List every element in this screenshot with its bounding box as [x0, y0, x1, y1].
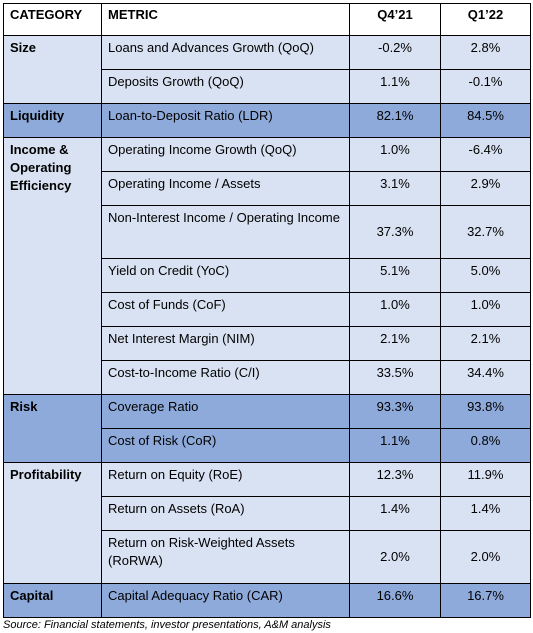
q1-22-value: 0.8%: [440, 428, 531, 463]
header-metric: METRIC: [101, 3, 350, 36]
source-note: Source: Financial statements, investor p…: [3, 619, 331, 631]
q4-21-value: 1.1%: [349, 69, 441, 104]
metric-label: Return on Equity (RoE): [101, 462, 350, 497]
q1-22-value: 11.9%: [440, 462, 531, 497]
table-row: Cost of Risk (CoR) 1.1% 0.8%: [4, 428, 531, 463]
table-row: Profitability Return on Equity (RoE) 12.…: [3, 462, 531, 584]
metric-label: Non-Interest Income / Operating Income: [101, 205, 350, 259]
header-q1-22: Q1’22: [440, 3, 531, 36]
q4-21-value: 12.3%: [349, 462, 441, 497]
header-q4-21: Q4’21: [349, 3, 441, 36]
q4-21-value: 16.6%: [349, 583, 441, 618]
metric-label: Net Interest Margin (NIM): [101, 326, 350, 361]
table-row: Return on Assets (RoA) 1.4% 1.4%: [4, 496, 531, 531]
table-row: Cost of Funds (CoF) 1.0% 1.0%: [4, 292, 531, 327]
q4-21-value: 3.1%: [349, 171, 441, 206]
q1-22-value: 93.8%: [440, 394, 531, 429]
metric-label: Deposits Growth (QoQ): [101, 69, 350, 104]
table-row: Capital Capital Adequacy Ratio (CAR) 16.…: [3, 583, 531, 618]
q4-21-value: 93.3%: [349, 394, 441, 429]
category-capital: Capital: [3, 583, 102, 618]
table-row: Non-Interest Income / Operating Income 3…: [4, 205, 531, 259]
q4-21-value: 1.1%: [349, 428, 441, 463]
metric-label: Cost of Risk (CoR): [101, 428, 350, 463]
category-liquidity: Liquidity: [3, 103, 102, 138]
q1-22-value: 16.7%: [440, 583, 531, 618]
category-risk: Risk: [3, 394, 102, 463]
q4-21-value: 2.1%: [349, 326, 441, 361]
metric-label: Loans and Advances Growth (QoQ): [101, 35, 350, 70]
category-profitability: Profitability: [3, 462, 102, 584]
q4-21-value: 1.0%: [349, 137, 441, 172]
table-row: Risk Coverage Ratio 93.3% 93.8%: [3, 394, 531, 463]
category-income-operating-efficiency: Income & Operating Efficiency: [3, 137, 102, 395]
q4-21-value: 2.0%: [349, 530, 441, 584]
q1-22-value: 2.8%: [440, 35, 531, 70]
q1-22-value: 2.1%: [440, 326, 531, 361]
metric-label: Cost-to-Income Ratio (C/I): [101, 360, 350, 395]
q1-22-value: 2.0%: [440, 530, 531, 584]
q4-21-value: -0.2%: [349, 35, 441, 70]
metric-label: Operating Income Growth (QoQ): [101, 137, 350, 172]
q1-22-value: 84.5%: [440, 103, 531, 138]
metric-label: Operating Income / Assets: [101, 171, 350, 206]
metrics-table: CATEGORY METRIC Q4’21 Q1’22 Size Loans a…: [3, 3, 531, 618]
q4-21-value: 82.1%: [349, 103, 441, 138]
q4-21-value: 1.4%: [349, 496, 441, 531]
q1-22-value: 1.0%: [440, 292, 531, 327]
metric-label: Capital Adequacy Ratio (CAR): [101, 583, 350, 618]
metric-label: Loan-to-Deposit Ratio (LDR): [101, 103, 350, 138]
category-size: Size: [3, 35, 102, 104]
q1-22-value: 2.9%: [440, 171, 531, 206]
q1-22-value: -6.4%: [440, 137, 531, 172]
q1-22-value: 32.7%: [440, 205, 531, 259]
table-row: Cost-to-Income Ratio (C/I) 33.5% 34.4%: [4, 360, 531, 395]
metric-label: Coverage Ratio: [101, 394, 350, 429]
q4-21-value: 37.3%: [349, 205, 441, 259]
q4-21-value: 33.5%: [349, 360, 441, 395]
table-row: Operating Income / Assets 3.1% 2.9%: [4, 171, 531, 206]
table-row: Deposits Growth (QoQ) 1.1% -0.1%: [4, 69, 531, 104]
header-category: CATEGORY: [3, 3, 102, 36]
q4-21-value: 5.1%: [349, 258, 441, 293]
table-row: Size Loans and Advances Growth (QoQ) -0.…: [3, 35, 531, 104]
table-row: Liquidity Loan-to-Deposit Ratio (LDR) 82…: [3, 103, 531, 138]
q1-22-value: -0.1%: [440, 69, 531, 104]
q1-22-value: 5.0%: [440, 258, 531, 293]
q4-21-value: 1.0%: [349, 292, 441, 327]
table-header-row: CATEGORY METRIC Q4’21 Q1’22: [3, 3, 531, 36]
table-row: Net Interest Margin (NIM) 2.1% 2.1%: [4, 326, 531, 361]
table-row: Income & Operating Efficiency Operating …: [3, 137, 531, 395]
metric-label: Cost of Funds (CoF): [101, 292, 350, 327]
metric-label: Return on Risk-Weighted Assets (RoRWA): [101, 530, 350, 584]
table-row: Return on Risk-Weighted Assets (RoRWA) 2…: [4, 530, 531, 584]
q1-22-value: 1.4%: [440, 496, 531, 531]
table-row: Yield on Credit (YoC) 5.1% 5.0%: [4, 258, 531, 293]
metric-label: Yield on Credit (YoC): [101, 258, 350, 293]
q1-22-value: 34.4%: [440, 360, 531, 395]
metric-label: Return on Assets (RoA): [101, 496, 350, 531]
